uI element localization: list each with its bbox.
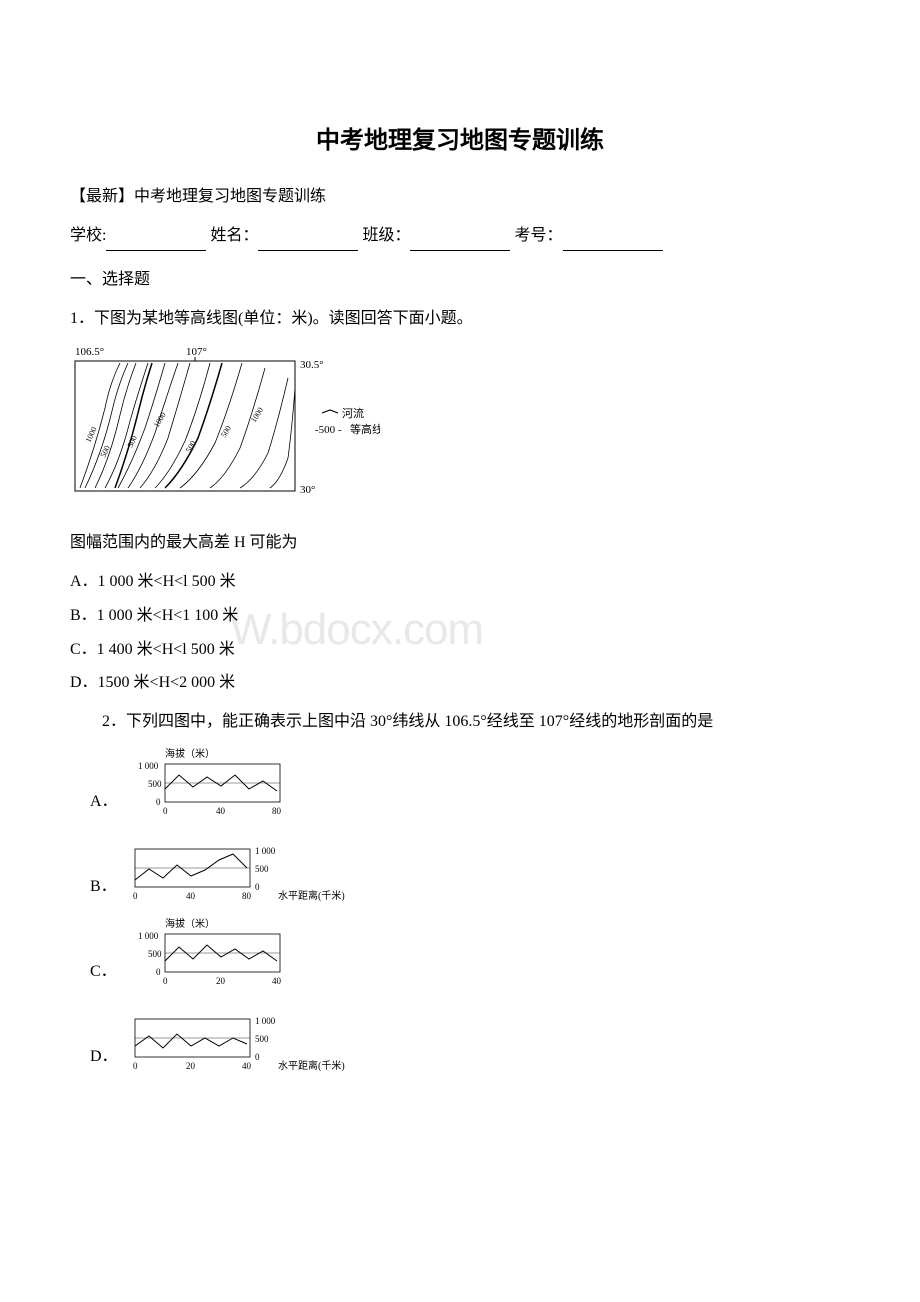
- q1-text: 1．下图为某地等高线图(单位：米)。读图回答下面小题。: [70, 305, 850, 334]
- chart-d-x2: 40: [242, 1061, 252, 1071]
- q2-option-b-row: B． 1 000 500 0 0 40 80 水平距离(千米): [90, 832, 850, 907]
- form-line: 学校: 姓名： 班级： 考号：: [70, 222, 850, 251]
- chart-b-ymax: 1 000: [255, 846, 276, 856]
- chart-d-xlabel: 水平距离(千米): [278, 1059, 345, 1072]
- page-content: 中考地理复习地图专题训练 【最新】中考地理复习地图专题训练 学校: 姓名： 班级…: [70, 120, 850, 1077]
- q2-text: 2．下列四图中，能正确表示上图中沿 30°纬线从 106.5°经线至 107°经…: [70, 708, 850, 737]
- q2-option-a-label: A．: [90, 788, 120, 822]
- chart-b-xlabel: 水平距离(千米): [278, 889, 345, 902]
- chart-b-x1: 40: [186, 891, 196, 901]
- q1-option-a: A．1 000 米<H<l 500 米: [70, 568, 850, 597]
- chart-c-ylabel: 海拔（米）: [165, 917, 215, 930]
- class-blank: [410, 232, 510, 251]
- chart-b-x2: 80: [242, 891, 252, 901]
- chart-c-x2: 40: [272, 976, 282, 986]
- q2-option-d-row: D． 1 000 500 0 0 20 40 水平距离(千米): [90, 1002, 850, 1077]
- chart-a-ymax: 1 000: [138, 761, 159, 771]
- chart-c-ymin: 0: [156, 967, 161, 977]
- chart-d-ymin: 0: [255, 1052, 260, 1062]
- river-2: [165, 363, 222, 488]
- chart-c-x1: 20: [216, 976, 226, 986]
- lat-top-label: 30.5°: [300, 359, 324, 371]
- chart-b-ymin: 0: [255, 882, 260, 892]
- watermark-row: W.bdocx.com B．1 000 米<H<1 100 米: [70, 602, 850, 631]
- chart-a-ymin: 0: [156, 797, 161, 807]
- q1-option-c: C．1 400 米<H<l 500 米: [70, 636, 850, 665]
- chart-d-svg: 1 000 500 0 0 20 40 水平距离(千米): [130, 1002, 365, 1077]
- school-blank: [106, 232, 206, 251]
- name-label: 姓名：: [210, 227, 258, 244]
- contour-12: [270, 388, 295, 488]
- contour-map-svg: 106.5° 107° 30.5° 30°: [70, 343, 380, 508]
- q2-option-d-label: D．: [90, 1043, 120, 1077]
- chart-c-svg: 海拔（米） 1 000 500 0 0 20 40: [130, 917, 320, 992]
- section-header: 一、选择题: [70, 266, 850, 295]
- q1-option-d: D．1500 米<H<2 000 米: [70, 669, 850, 698]
- cval-4: 1000: [152, 411, 168, 429]
- q1-prompt: 图幅范围内的最大高差 H 可能为: [70, 529, 850, 558]
- q1-option-b: B．1 000 米<H<1 100 米: [70, 602, 850, 631]
- chart-d-x1: 20: [186, 1061, 196, 1071]
- contour-11: [240, 378, 288, 488]
- chart-b-ymid: 500: [255, 864, 269, 874]
- chart-d-ymax: 1 000: [255, 1016, 276, 1026]
- chart-d-ymid: 500: [255, 1034, 269, 1044]
- contour-9: [180, 363, 242, 488]
- chart-b-x0: 0: [133, 891, 138, 901]
- legend-river-label: 河流: [342, 406, 364, 420]
- chart-b-line: [135, 854, 247, 880]
- lon-left-label: 106.5°: [75, 346, 104, 358]
- q2-option-c-row: C． 海拔（米） 1 000 500 0 0 20 40: [90, 917, 850, 992]
- cval-7: 1000: [249, 406, 265, 424]
- chart-a-x1: 40: [216, 806, 226, 816]
- q2-option-a-row: A． 海拔（米） 1 000 500 0 0 40 80: [90, 747, 850, 822]
- chart-c-ymid: 500: [148, 949, 162, 959]
- cval-2: 500: [99, 445, 112, 460]
- chart-d-x0: 0: [133, 1061, 138, 1071]
- q2-option-b-label: B．: [90, 873, 120, 907]
- legend-river-icon: [322, 410, 338, 413]
- exam-blank: [563, 232, 663, 251]
- chart-a-svg: 海拔（米） 1 000 500 0 0 40 80: [130, 747, 320, 822]
- chart-c-x0: 0: [163, 976, 168, 986]
- legend-contour-label: 等高线: [350, 422, 380, 436]
- q2-option-c-label: C．: [90, 958, 120, 992]
- chart-a-ylabel: 海拔（米）: [165, 747, 215, 760]
- exam-label: 考号：: [514, 227, 562, 244]
- subtitle: 【最新】中考地理复习地图专题训练: [70, 183, 850, 212]
- cval-1: 1000: [84, 426, 99, 444]
- lon-right-label: 107°: [186, 346, 207, 358]
- contour-3: [95, 363, 136, 488]
- contour-map-figure: 106.5° 107° 30.5° 30°: [70, 343, 850, 519]
- contour-4: [105, 363, 148, 488]
- lat-bottom-label: 30°: [300, 484, 315, 496]
- name-blank: [258, 232, 358, 251]
- chart-c-ymax: 1 000: [138, 931, 159, 941]
- page-title: 中考地理复习地图专题训练: [70, 120, 850, 163]
- legend-contour-val: -500 -: [315, 424, 342, 436]
- chart-a-x0: 0: [163, 806, 168, 816]
- class-label: 班级：: [362, 227, 410, 244]
- chart-a-ymid: 500: [148, 779, 162, 789]
- contour-7: [140, 363, 190, 488]
- chart-b-svg: 1 000 500 0 0 40 80 水平距离(千米): [130, 832, 365, 907]
- contour-10: [210, 368, 265, 488]
- chart-d-line: [135, 1034, 247, 1048]
- cval-3: 500: [126, 435, 139, 450]
- chart-a-x2: 80: [272, 806, 282, 816]
- school-label: 学校:: [70, 227, 106, 244]
